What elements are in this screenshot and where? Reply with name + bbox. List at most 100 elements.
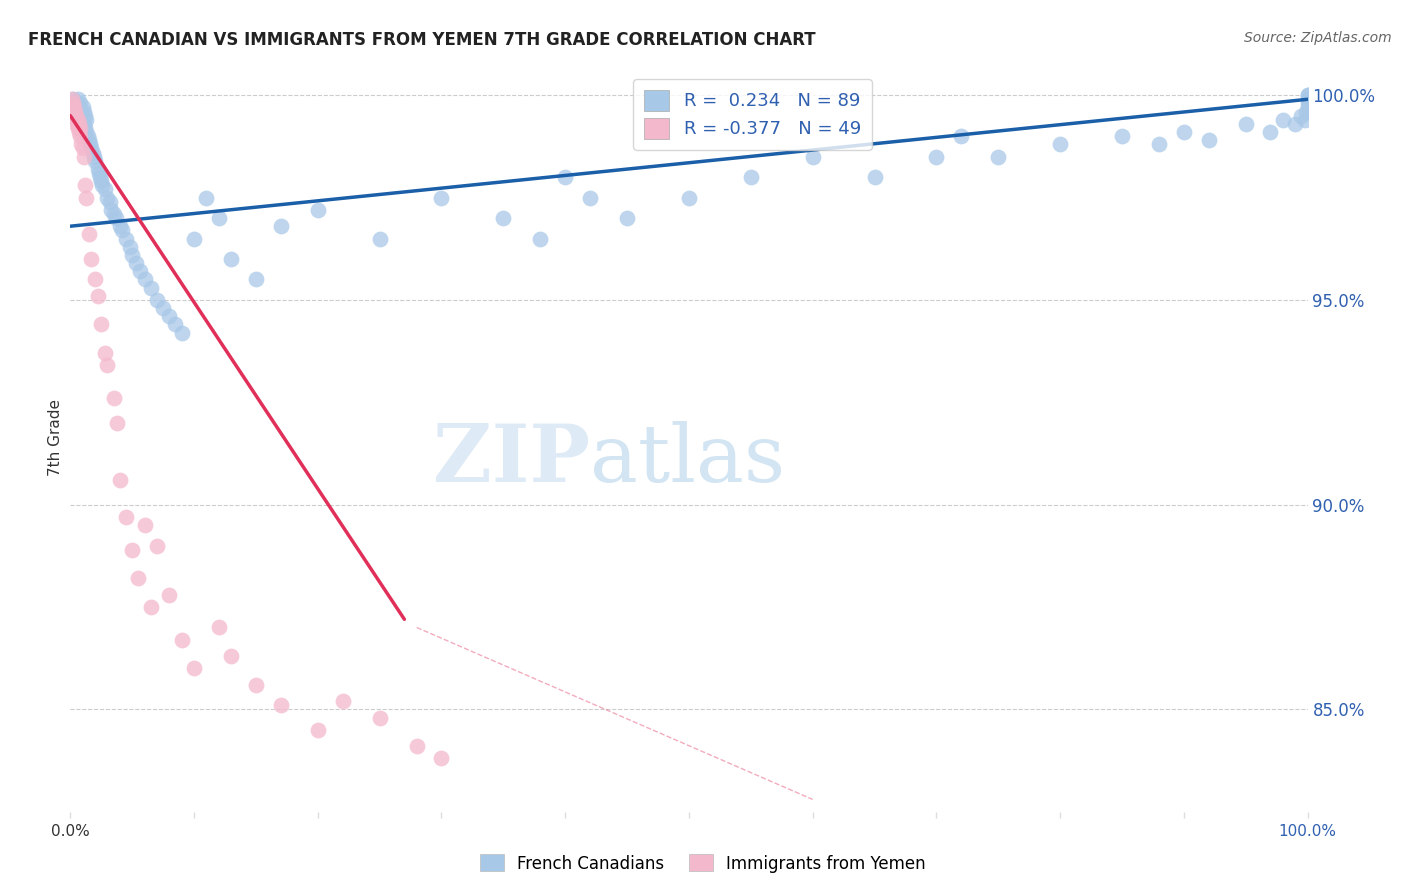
Point	[1295, 104, 1317, 119]
Point	[103, 207, 125, 221]
Point	[1173, 125, 1195, 139]
Point	[84, 272, 107, 286]
Point	[86, 289, 108, 303]
Text: 0.0%: 0.0%	[51, 824, 90, 839]
Point	[66, 112, 89, 127]
Point	[75, 109, 97, 123]
Point	[678, 190, 700, 204]
Point	[62, 96, 84, 111]
Point	[492, 211, 515, 225]
Point	[134, 272, 156, 286]
Point	[66, 120, 89, 135]
Point	[75, 112, 97, 127]
Point	[134, 518, 156, 533]
Point	[69, 129, 91, 144]
Point	[170, 632, 193, 647]
Point	[108, 473, 131, 487]
Point	[1049, 137, 1071, 152]
Point	[157, 588, 180, 602]
Point	[83, 150, 105, 164]
Point	[270, 219, 292, 234]
Point	[368, 231, 391, 245]
Point	[245, 678, 267, 692]
Point	[90, 318, 112, 332]
Point	[84, 153, 107, 168]
Point	[67, 125, 90, 139]
Point	[63, 96, 86, 111]
Point	[219, 649, 242, 664]
Point	[1296, 88, 1319, 103]
Point	[307, 723, 329, 737]
Point	[208, 211, 231, 225]
Point	[1260, 125, 1282, 139]
Text: FRENCH CANADIAN VS IMMIGRANTS FROM YEMEN 7TH GRADE CORRELATION CHART: FRENCH CANADIAN VS IMMIGRANTS FROM YEMEN…	[28, 31, 815, 49]
Point	[1198, 133, 1220, 147]
Point	[75, 178, 97, 193]
Point	[100, 202, 122, 217]
Point	[89, 170, 111, 185]
Point	[105, 416, 128, 430]
Point	[60, 92, 83, 106]
Point	[801, 150, 824, 164]
Text: ZIP: ZIP	[433, 420, 591, 499]
Point	[87, 166, 110, 180]
Point	[987, 150, 1010, 164]
Point	[80, 252, 103, 266]
Point	[245, 272, 267, 286]
Point	[94, 182, 117, 196]
Point	[66, 104, 89, 119]
Point	[1111, 129, 1133, 144]
Point	[77, 227, 100, 242]
Point	[69, 104, 91, 119]
Point	[72, 100, 94, 114]
Point	[139, 599, 162, 614]
Point	[430, 190, 453, 204]
Text: 100.0%: 100.0%	[1278, 824, 1337, 839]
Point	[73, 117, 96, 131]
Point	[86, 161, 108, 176]
Point	[75, 125, 97, 139]
Point	[157, 310, 180, 324]
Point	[65, 109, 87, 123]
Text: Source: ZipAtlas.com: Source: ZipAtlas.com	[1244, 31, 1392, 45]
Point	[925, 150, 948, 164]
Point	[579, 190, 602, 204]
Point	[1147, 137, 1170, 152]
Point	[146, 293, 169, 307]
Point	[115, 231, 138, 245]
Legend: R =  0.234   N = 89, R = -0.377   N = 49: R = 0.234 N = 89, R = -0.377 N = 49	[633, 79, 872, 150]
Point	[77, 133, 100, 147]
Point	[1296, 88, 1319, 103]
Point	[1294, 112, 1316, 127]
Point	[152, 301, 174, 315]
Point	[332, 694, 354, 708]
Point	[183, 231, 205, 245]
Point	[90, 174, 112, 188]
Point	[105, 211, 128, 225]
Point	[616, 211, 638, 225]
Point	[91, 178, 114, 193]
Point	[125, 256, 148, 270]
Point	[69, 120, 91, 135]
Point	[67, 109, 90, 123]
Point	[96, 359, 118, 373]
Point	[121, 542, 143, 557]
Point	[1271, 112, 1294, 127]
Point	[115, 510, 138, 524]
Point	[75, 190, 97, 204]
Point	[529, 231, 551, 245]
Point	[165, 318, 187, 332]
Point	[94, 346, 117, 360]
Point	[863, 170, 886, 185]
Point	[170, 326, 193, 340]
Point	[70, 109, 93, 123]
Point	[208, 620, 231, 634]
Point	[128, 264, 150, 278]
Point	[69, 96, 91, 111]
Point	[73, 150, 96, 164]
Point	[195, 190, 218, 204]
Point	[1291, 109, 1313, 123]
Point	[108, 219, 131, 234]
Point	[1284, 117, 1306, 131]
Point	[63, 109, 86, 123]
